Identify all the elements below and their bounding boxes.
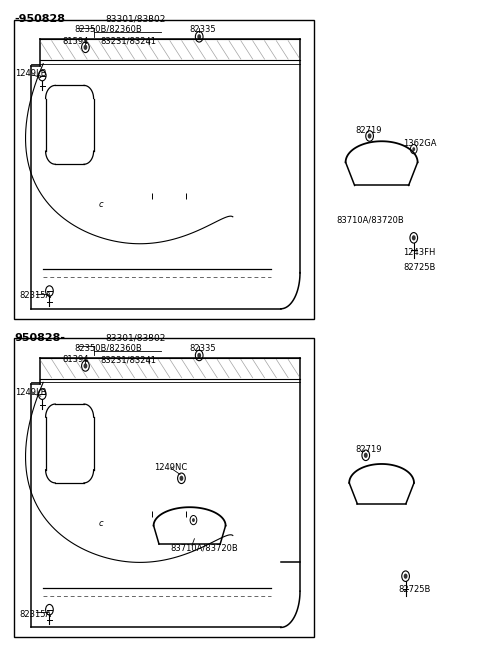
Circle shape	[84, 45, 87, 50]
Text: c: c	[98, 518, 103, 528]
Text: 82350B/82360B: 82350B/82360B	[74, 344, 142, 353]
Text: 81594: 81594	[62, 37, 89, 46]
Circle shape	[192, 518, 195, 522]
Text: 83231/83241: 83231/83241	[101, 355, 157, 365]
Circle shape	[412, 235, 416, 240]
Text: 950828-: 950828-	[14, 333, 65, 343]
Text: 1362GA: 1362GA	[403, 139, 437, 148]
Text: 83710A/83720B: 83710A/83720B	[336, 215, 404, 225]
Circle shape	[197, 353, 201, 358]
Text: 82719: 82719	[355, 126, 382, 135]
Text: 83710A/83720B: 83710A/83720B	[170, 543, 238, 553]
Text: 82725B: 82725B	[403, 263, 435, 272]
Text: 1249NC: 1249NC	[154, 463, 187, 472]
Text: 82719: 82719	[355, 445, 382, 455]
Text: 1249LB: 1249LB	[15, 69, 47, 78]
Text: 82335: 82335	[190, 344, 216, 353]
Text: 83231/83241: 83231/83241	[101, 37, 157, 46]
Circle shape	[84, 363, 87, 369]
Text: 1243FH: 1243FH	[403, 248, 435, 257]
Text: 81394: 81394	[62, 355, 89, 365]
Text: 82315A: 82315A	[19, 610, 51, 619]
Text: -950828: -950828	[14, 14, 65, 24]
Text: c: c	[98, 200, 103, 209]
Text: 83301/83302: 83301/83302	[106, 333, 166, 342]
Text: 83301/83302: 83301/83302	[106, 14, 166, 24]
Circle shape	[180, 476, 183, 481]
Text: 82335: 82335	[190, 25, 216, 34]
Circle shape	[412, 147, 415, 151]
Circle shape	[364, 453, 368, 458]
Text: 82350B/82360B: 82350B/82360B	[74, 25, 142, 34]
Text: 82315A: 82315A	[19, 291, 51, 300]
Circle shape	[368, 133, 372, 139]
Circle shape	[404, 574, 408, 579]
Circle shape	[197, 34, 201, 39]
Text: 1249LB: 1249LB	[15, 388, 47, 397]
Text: 82725B: 82725B	[398, 585, 431, 594]
